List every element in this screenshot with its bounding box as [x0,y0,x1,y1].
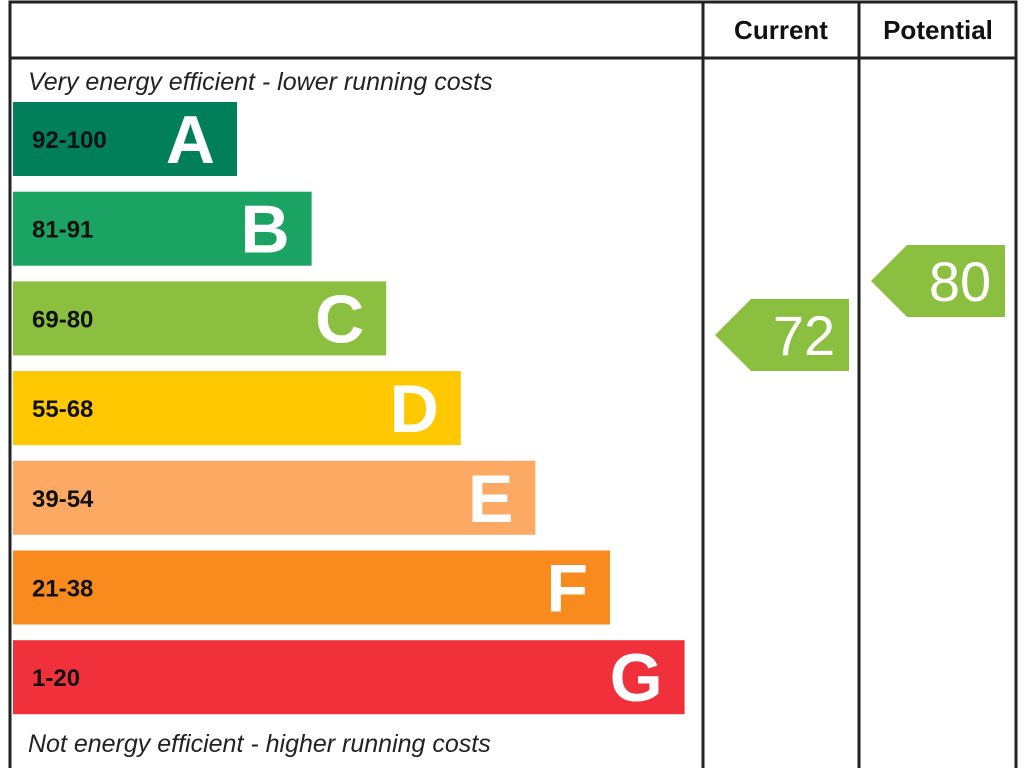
band-a-bar [13,102,237,176]
band-d-letter: D [390,371,439,447]
bottom-note: Not energy efficient - higher running co… [28,730,491,758]
column-header-current: Current [734,15,828,45]
chart-frame [8,0,1018,768]
band-f-letter: F [546,551,588,627]
band-a-range: 92-100 [32,127,107,154]
band-f-bar [13,550,610,625]
band-a-letter: A [166,102,215,178]
potential-rating-arrow [871,245,1005,317]
top-note: Very energy efficient - lower running co… [28,68,493,96]
band-f-range: 21-38 [32,576,93,603]
current-rating-value: 72 [773,304,835,367]
band-b-letter: B [240,192,289,268]
band-g-range: 1-20 [32,665,80,692]
band-e-letter: E [468,461,513,537]
band-g-bar [13,640,685,715]
band-d-bar [13,371,461,446]
potential-rating-value: 80 [929,250,991,313]
band-c-bar [13,281,387,356]
band-d-range: 55-68 [32,396,93,423]
band-b-bar [13,191,312,266]
band-c-range: 69-80 [32,306,93,333]
column-header-potential: Potential [883,15,993,45]
band-e-bar [13,460,536,535]
rating-arrows: 72 80 [715,245,1005,371]
band-g-letter: G [610,640,663,716]
current-rating-arrow [715,299,849,371]
band-e-range: 39-54 [32,486,94,513]
band-b-range: 81-91 [32,217,93,244]
band-c-letter: C [315,281,364,357]
rating-bands: 92-100 A 81-91 B 69-80 C 55-68 D 39-54 E 21-38 F 1-2… [13,102,685,716]
